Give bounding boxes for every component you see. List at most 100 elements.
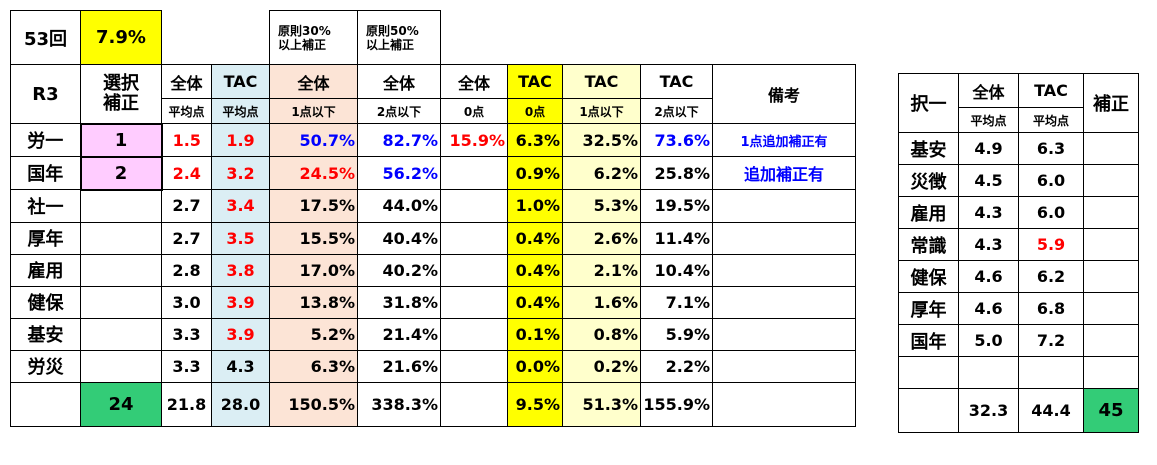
heikinten-header: 平均点 — [958, 107, 1019, 133]
subject: 国年 — [898, 324, 959, 357]
tac-avg: 3.4 — [211, 189, 270, 223]
zentai-2ika: 21.4% — [357, 317, 441, 351]
tac-header: TAC — [640, 64, 713, 99]
tac-1ika: 1.6% — [562, 285, 641, 319]
table-row: 社一 2.7 3.4 17.5% 44.0% 1.0% 5.3% 19.5% — [10, 189, 856, 223]
zentai-avg: 2.7 — [161, 189, 212, 223]
zentai-1ika: 24.5% — [269, 156, 358, 190]
subject: 厚年 — [898, 292, 959, 325]
totals-row: 24 21.8 28.0 150.5% 338.3% 9.5% 51.3% 15… — [10, 381, 856, 427]
zentai-header: 全体 — [269, 64, 358, 99]
zentai-0 — [440, 253, 508, 287]
ten0-header: 0点 — [507, 98, 563, 124]
rule-50-header: 原則50% 以上補正 — [357, 10, 441, 65]
zentai-2ika: 40.2% — [357, 253, 441, 287]
tac-2ika-total: 155.9% — [640, 381, 713, 427]
heikinten-header: 平均点 — [1018, 107, 1084, 133]
zentai-avg: 2.4 — [161, 156, 212, 190]
ten1ika-header: 1点以下 — [562, 98, 641, 124]
zentai-2ika-total: 338.3% — [357, 381, 441, 427]
zentai-1ika: 15.5% — [269, 221, 358, 255]
table-row: 労災 3.3 4.3 6.3% 21.6% 0.0% 0.2% 2.2% — [10, 349, 856, 383]
year-label: R3 — [10, 64, 81, 124]
exam-round: 53回 — [10, 10, 81, 65]
heikinten-header: 平均点 — [211, 98, 270, 124]
tac-2ika: 7.1% — [640, 285, 713, 319]
zentai-0 — [440, 189, 508, 223]
tac-2ika: 5.9% — [640, 317, 713, 351]
tac-0: 0.0% — [507, 349, 563, 383]
table-row: 健保 4.6 6.2 — [898, 260, 1139, 293]
tac-0: 0.4% — [507, 221, 563, 255]
subject: 社一 — [10, 189, 81, 223]
tac-avg: 3.5 — [211, 221, 270, 255]
tac-avg: 6.0 — [1018, 164, 1084, 197]
table-row: 国年 2 2.4 3.2 24.5% 56.2% 0.9% 6.2% 25.8%… — [10, 155, 856, 191]
table-row: 雇用 4.3 6.0 — [898, 196, 1139, 229]
tac-1ika-total: 51.3% — [562, 381, 641, 427]
tac-avg: 1.9 — [211, 123, 270, 157]
note: 追加補正有 — [712, 156, 856, 190]
zentai-header: 全体 — [357, 64, 441, 99]
zentai-1ika: 50.7% — [269, 123, 358, 157]
tac-2ika: 11.4% — [640, 221, 713, 255]
note — [712, 349, 856, 383]
tac-2ika: 73.6% — [640, 123, 713, 157]
tac-0-total: 9.5% — [507, 381, 563, 427]
tac-avg: 6.3 — [1018, 132, 1084, 165]
note — [712, 253, 856, 287]
table-row: 労一 1 1.5 1.9 50.7% 82.7% 15.9% 6.3% 32.5… — [10, 122, 856, 158]
tac-0: 0.1% — [507, 317, 563, 351]
hosei-value — [80, 349, 162, 383]
note — [712, 317, 856, 351]
tac-avg — [1018, 356, 1084, 389]
note — [712, 221, 856, 255]
subject — [898, 356, 959, 389]
table-row: 厚年 2.7 3.5 15.5% 40.4% 0.4% 2.6% 11.4% — [10, 221, 856, 255]
hosei-value — [80, 253, 162, 287]
table-row: 国年 5.0 7.2 — [898, 324, 1139, 357]
note — [712, 285, 856, 319]
totals-row: 32.3 44.4 45 — [898, 388, 1139, 433]
hosei-total: 45 — [1083, 388, 1139, 433]
bikou-header: 備考 — [712, 64, 856, 124]
subject: 常識 — [898, 228, 959, 261]
main-score-table: 53回 7.9% 原則30% 以上補正 原則50% 以上補正 R3 選択 補正 全体 … — [10, 10, 856, 427]
tac-0: 6.3% — [507, 123, 563, 157]
tac-1ika: 2.6% — [562, 221, 641, 255]
zentai-avg — [958, 356, 1019, 389]
tac-avg-total: 28.0 — [211, 381, 270, 427]
tac-1ika: 2.1% — [562, 253, 641, 287]
hosei-value: 1 — [79, 122, 163, 158]
subject: 災徴 — [898, 164, 959, 197]
tac-avg-total: 44.4 — [1018, 388, 1084, 433]
zentai-2ika: 44.0% — [357, 189, 441, 223]
subject: 労災 — [10, 349, 81, 383]
zentai-header: 全体 — [161, 64, 212, 99]
heikinten-header: 平均点 — [161, 98, 212, 124]
subject: 厚年 — [10, 221, 81, 255]
zentai-1ika: 5.2% — [269, 317, 358, 351]
ten2ika-header: 2点以下 — [357, 98, 441, 124]
table-row: 健保 3.0 3.9 13.8% 31.8% 0.4% 1.6% 7.1% — [10, 285, 856, 319]
zentai-avg: 2.8 — [161, 253, 212, 287]
zentai-avg: 4.3 — [958, 228, 1019, 261]
subject: 基安 — [898, 132, 959, 165]
tac-avg: 5.9 — [1018, 228, 1084, 261]
tac-0: 1.0% — [507, 189, 563, 223]
rule-30-header: 原則30% 以上補正 — [269, 10, 358, 65]
subject: 基安 — [10, 317, 81, 351]
table-row: 雇用 2.8 3.8 17.0% 40.2% 0.4% 2.1% 10.4% — [10, 253, 856, 287]
taku-header: 択一 — [898, 73, 959, 133]
ten2ika-header: 2点以下 — [640, 98, 713, 124]
tac-1ika: 0.2% — [562, 349, 641, 383]
tac-avg: 6.0 — [1018, 196, 1084, 229]
hosei-value — [80, 221, 162, 255]
subject: 雇用 — [10, 253, 81, 287]
tac-1ika: 0.8% — [562, 317, 641, 351]
tac-2ika: 10.4% — [640, 253, 713, 287]
tac-avg: 6.2 — [1018, 260, 1084, 293]
tac-0: 0.9% — [507, 156, 563, 190]
sentaku-hosei-header: 選択 補正 — [80, 64, 162, 124]
pass-rate: 7.9% — [80, 10, 162, 65]
